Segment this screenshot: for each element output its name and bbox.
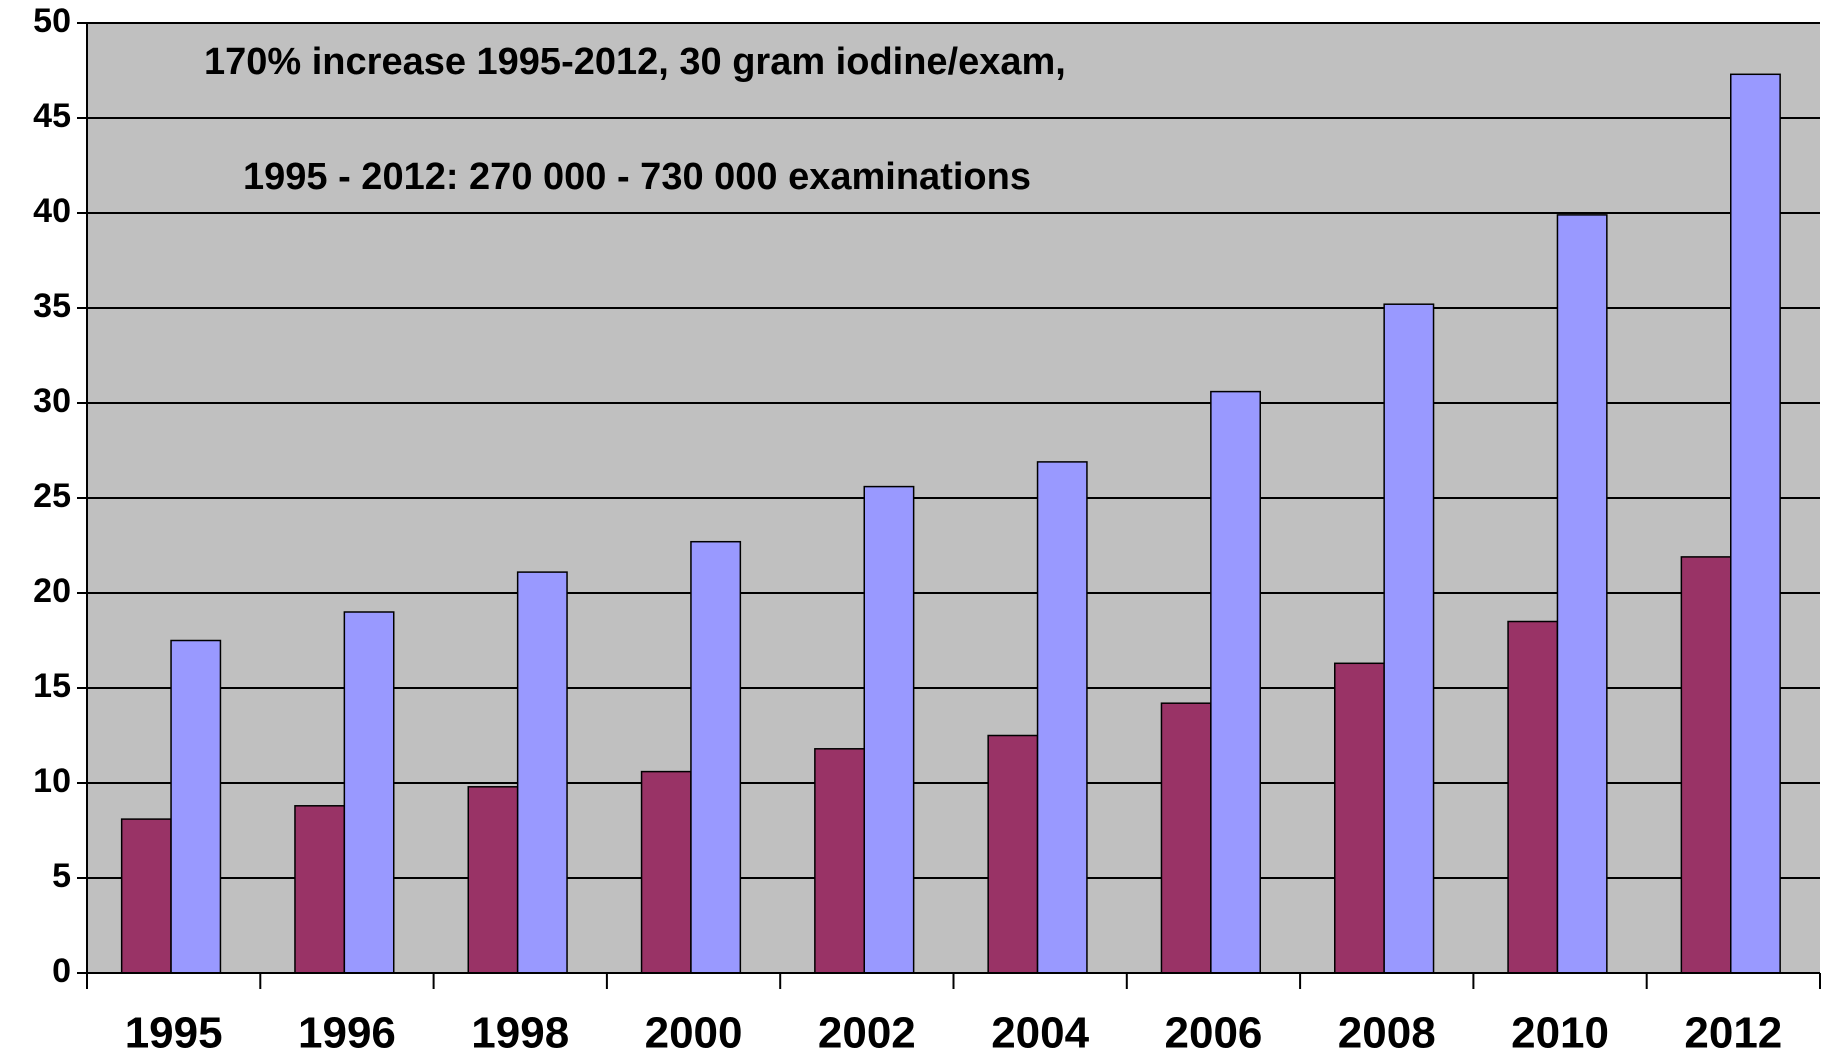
- x-tick-label: 2004: [991, 1009, 1089, 1058]
- bar: [1730, 73, 1781, 974]
- x-tick-label: 2000: [645, 1009, 743, 1058]
- y-tick-label: 20: [33, 572, 71, 610]
- bar: [690, 540, 742, 974]
- bar: [863, 485, 915, 974]
- bar: [1160, 702, 1212, 974]
- bar: [170, 639, 222, 974]
- annotation: 1995 - 2012: 270 000 - 730 000 examinati…: [243, 156, 1031, 198]
- x-tick-label: 2010: [1511, 1009, 1609, 1058]
- bar: [294, 805, 346, 974]
- bar: [467, 786, 519, 974]
- y-tick-label: 5: [52, 857, 71, 895]
- x-tick-label: 1995: [125, 1009, 223, 1058]
- bar: [1210, 390, 1261, 974]
- x-tick-label: 1996: [298, 1009, 396, 1058]
- y-tick-label: 45: [33, 97, 71, 135]
- bar: [1680, 556, 1732, 974]
- bar: [814, 748, 866, 974]
- bar: [987, 734, 1039, 974]
- y-tick-label: 30: [33, 382, 71, 420]
- x-tick-label: 2008: [1338, 1009, 1436, 1058]
- bar: [1383, 303, 1435, 974]
- x-tick-label: 2006: [1165, 1009, 1263, 1058]
- bar: [1507, 620, 1559, 974]
- x-tick-label: 2002: [818, 1009, 916, 1058]
- y-tick-label: 25: [33, 477, 71, 515]
- y-tick-label: 35: [33, 287, 71, 325]
- y-tick-label: 10: [33, 762, 71, 800]
- bar: [1334, 662, 1385, 974]
- annotation: 170% increase 1995-2012, 30 gram iodine/…: [204, 41, 1066, 83]
- y-tick-label: 0: [52, 952, 71, 990]
- y-tick-label: 40: [33, 192, 71, 230]
- bar: [343, 611, 395, 974]
- y-tick-label: 50: [33, 2, 71, 40]
- bar: [640, 770, 692, 974]
- y-tick-label: 15: [33, 667, 71, 705]
- bar: [516, 571, 568, 974]
- x-tick-label: 2012: [1684, 1009, 1782, 1058]
- bar: [1556, 214, 1608, 974]
- x-tick-label: 1998: [471, 1009, 569, 1058]
- bar: [1036, 461, 1088, 974]
- bar: [120, 818, 172, 974]
